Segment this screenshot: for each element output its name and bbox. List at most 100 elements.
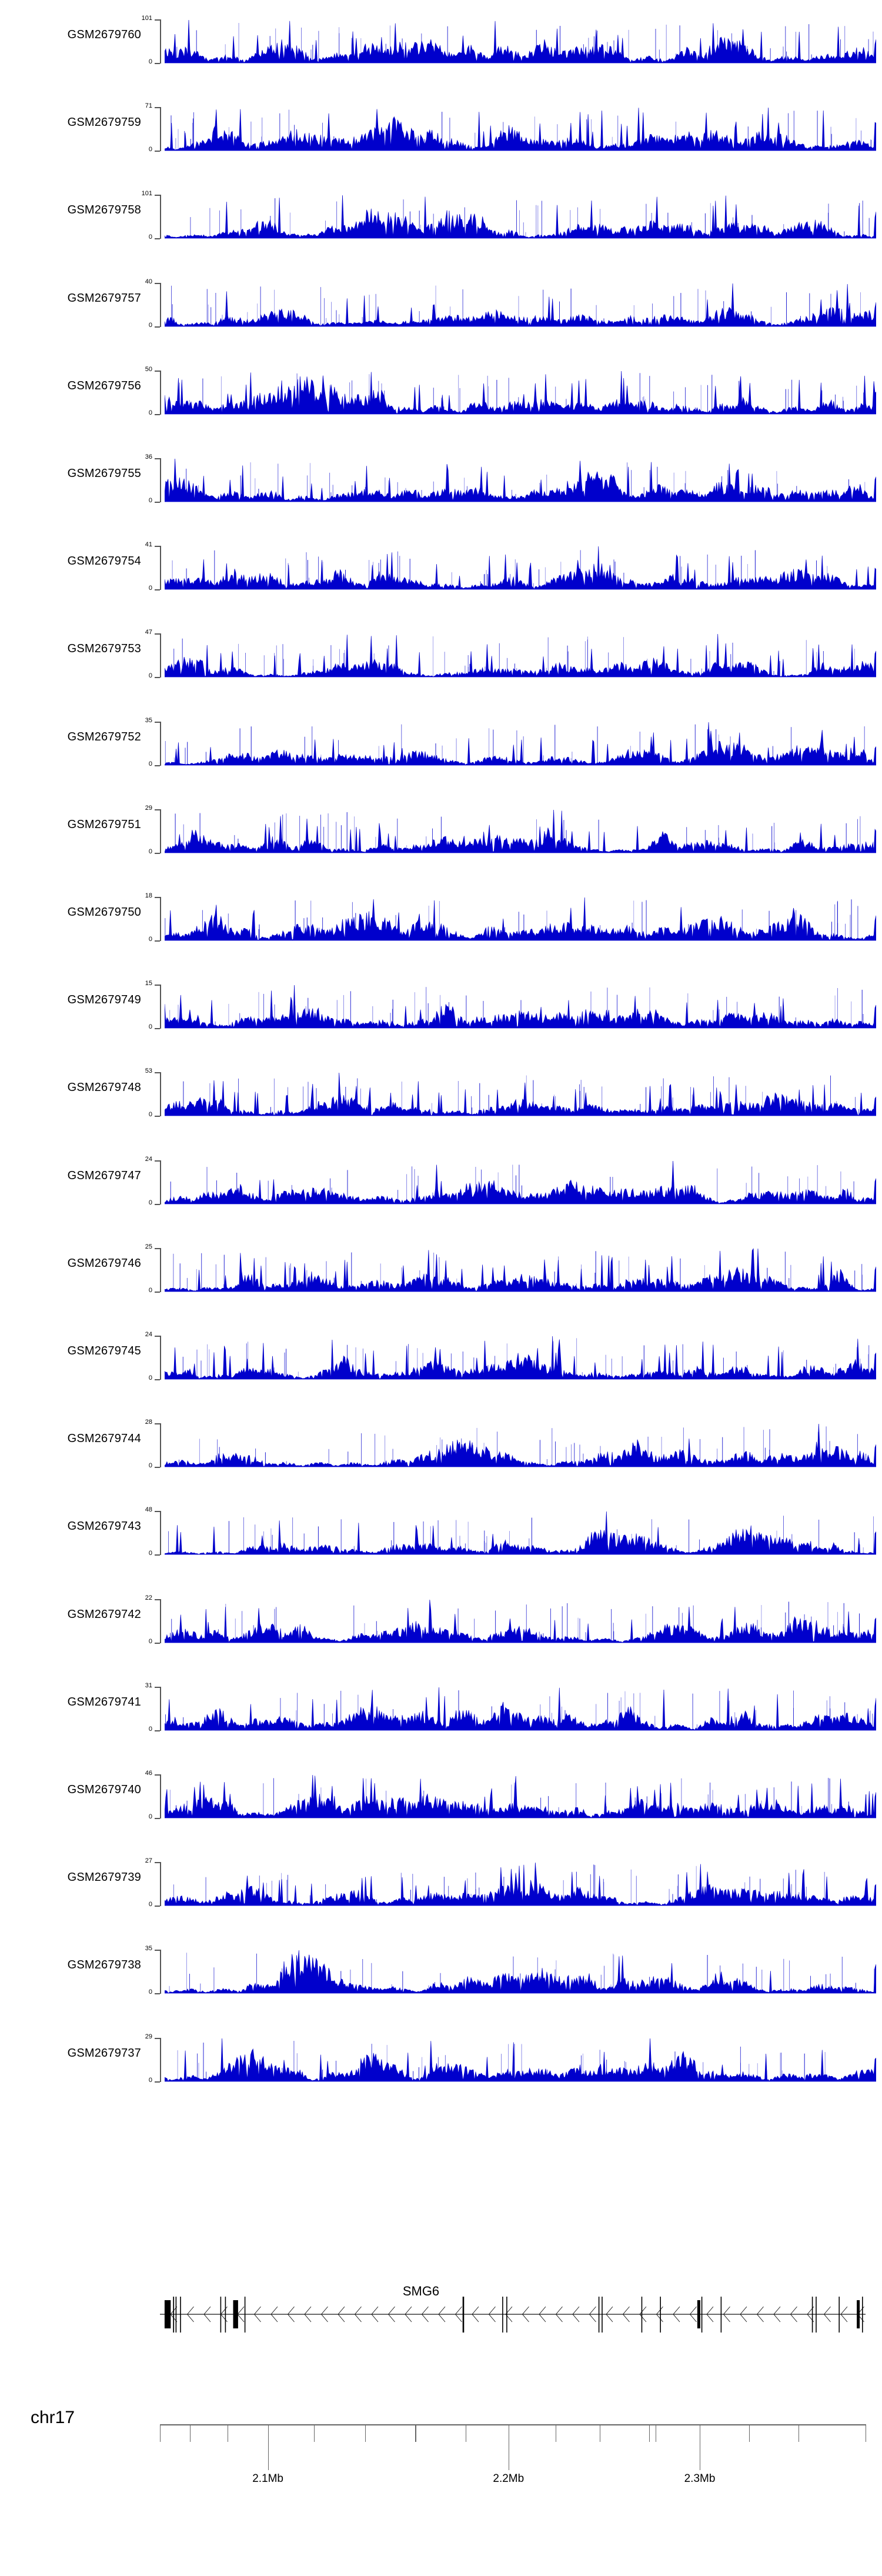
- coverage-plot-area: [165, 195, 876, 239]
- strand-arrow-icon: [673, 2306, 680, 2323]
- coverage-plot-area: [165, 2038, 876, 2082]
- coverage-area: [165, 19, 876, 64]
- track-name-label: GSM2679756: [67, 379, 141, 392]
- y-axis-line: [160, 2038, 161, 2082]
- coverage-plot-area: [165, 1950, 876, 1994]
- coverage-plot-area: [165, 1160, 876, 1204]
- strand-arrow-icon: [555, 2306, 563, 2323]
- gene-exon: [816, 2297, 817, 2333]
- y-axis-line: [160, 1950, 161, 1994]
- y-axis-min-label: 0: [148, 1550, 152, 1557]
- y-axis-min-label: 0: [148, 848, 152, 855]
- gene-exon: [173, 2297, 175, 2333]
- coverage-area: [165, 283, 876, 327]
- strand-arrow-icon: [807, 2306, 814, 2323]
- track-name-label: GSM2679751: [67, 818, 141, 831]
- y-axis-max-label: 36: [145, 453, 152, 461]
- strand-arrow-icon: [320, 2306, 328, 2323]
- y-axis-min-label: 0: [148, 1023, 152, 1030]
- y-axis-min-label: 0: [148, 936, 152, 943]
- gene-exon: [862, 2297, 863, 2333]
- coverage-spikes: [173, 1864, 876, 1906]
- coverage-spikes: [165, 899, 858, 940]
- y-axis-tick-min: [155, 1028, 160, 1029]
- track-name-label: GSM2679749: [67, 993, 141, 1006]
- track-name-label: GSM2679746: [67, 1257, 141, 1270]
- coverage-area: [165, 1336, 876, 1380]
- coverage-plot-area: [165, 1336, 876, 1380]
- axis-minor-tick: [415, 2424, 416, 2442]
- y-axis-tick-max: [155, 1950, 160, 1951]
- strand-arrow-icon: [589, 2306, 596, 2323]
- strand-arrow-icon: [639, 2306, 647, 2323]
- y-axis-line: [160, 107, 161, 151]
- y-axis-min-label: 0: [148, 146, 152, 153]
- axis-tick-label: 2.3Mb: [684, 2472, 716, 2485]
- strand-arrow-icon: [455, 2306, 462, 2323]
- y-axis-max-label: 27: [145, 1857, 152, 1864]
- y-axis-min-label: 0: [148, 409, 152, 416]
- track-name-label: GSM2679740: [67, 1783, 141, 1796]
- coverage-plot-area: [165, 1599, 876, 1643]
- track-name-label: GSM2679747: [67, 1169, 141, 1182]
- strand-arrow-icon: [706, 2306, 714, 2323]
- axis-tick-label: 2.2Mb: [493, 2472, 524, 2485]
- coverage-area: [165, 1862, 876, 1906]
- y-axis-tick-min: [155, 1292, 160, 1293]
- strand-arrow-icon: [740, 2306, 747, 2323]
- gene-exon: [244, 2297, 246, 2333]
- y-axis-tick-max: [155, 897, 160, 898]
- strand-arrow-icon: [773, 2306, 781, 2323]
- coverage-plot-area: [165, 985, 876, 1029]
- track-name-label: GSM2679745: [67, 1344, 141, 1357]
- y-axis-min-label: 0: [148, 233, 152, 241]
- y-axis-tick-max: [155, 283, 160, 284]
- coverage-spikes: [183, 1075, 859, 1116]
- strand-arrow-icon: [253, 2306, 261, 2323]
- y-axis-line: [160, 458, 161, 502]
- y-axis-min-label: 0: [148, 672, 152, 679]
- y-axis-line: [160, 1862, 161, 1906]
- y-axis-line: [160, 633, 161, 678]
- axis-minor-tick: [365, 2424, 366, 2442]
- y-axis-line: [160, 371, 161, 415]
- y-axis-tick-min: [155, 238, 160, 239]
- coverage-area: [165, 633, 876, 678]
- y-axis-max-label: 28: [145, 1419, 152, 1426]
- y-axis-tick-max: [155, 1423, 160, 1424]
- y-axis-line: [160, 1336, 161, 1380]
- y-axis-min-label: 0: [148, 1287, 152, 1294]
- strand-arrow-icon: [756, 2306, 764, 2323]
- coverage-spikes: [169, 1953, 876, 1993]
- y-axis-max-label: 22: [145, 1594, 152, 1601]
- coverage-area: [165, 1511, 876, 1555]
- strand-arrow-icon: [622, 2306, 630, 2323]
- y-axis-line: [160, 1511, 161, 1555]
- coverage-plot-area: [165, 283, 876, 327]
- y-axis-tick-max: [155, 1336, 160, 1337]
- coverage-area: [165, 1687, 876, 1731]
- track-name-label: GSM2679753: [67, 642, 141, 655]
- coverage-spikes: [173, 636, 855, 677]
- axis-major-tick: [268, 2424, 269, 2470]
- track-name-label: GSM2679754: [67, 555, 141, 568]
- coverage-spikes: [165, 724, 865, 765]
- coverage-spikes: [171, 373, 864, 414]
- y-axis-tick-max: [155, 985, 160, 986]
- track-name-label: GSM2679739: [67, 1871, 141, 1884]
- y-axis-line: [160, 897, 161, 941]
- strand-arrow-icon: [203, 2306, 211, 2323]
- gene-exon: [838, 2297, 840, 2333]
- coverage-plot-area: [165, 107, 876, 151]
- track-name-label: GSM2679742: [67, 1608, 141, 1621]
- y-axis-tick-max: [155, 809, 160, 810]
- y-axis-tick-min: [155, 414, 160, 415]
- coverage-area: [165, 897, 876, 941]
- y-axis-min-label: 0: [148, 1901, 152, 1908]
- axis-minor-tick: [190, 2424, 191, 2442]
- strand-arrow-icon: [606, 2306, 613, 2323]
- coverage-plot-area: [165, 1774, 876, 1818]
- coverage-area: [165, 1599, 876, 1643]
- coverage-plot-area: [165, 19, 876, 64]
